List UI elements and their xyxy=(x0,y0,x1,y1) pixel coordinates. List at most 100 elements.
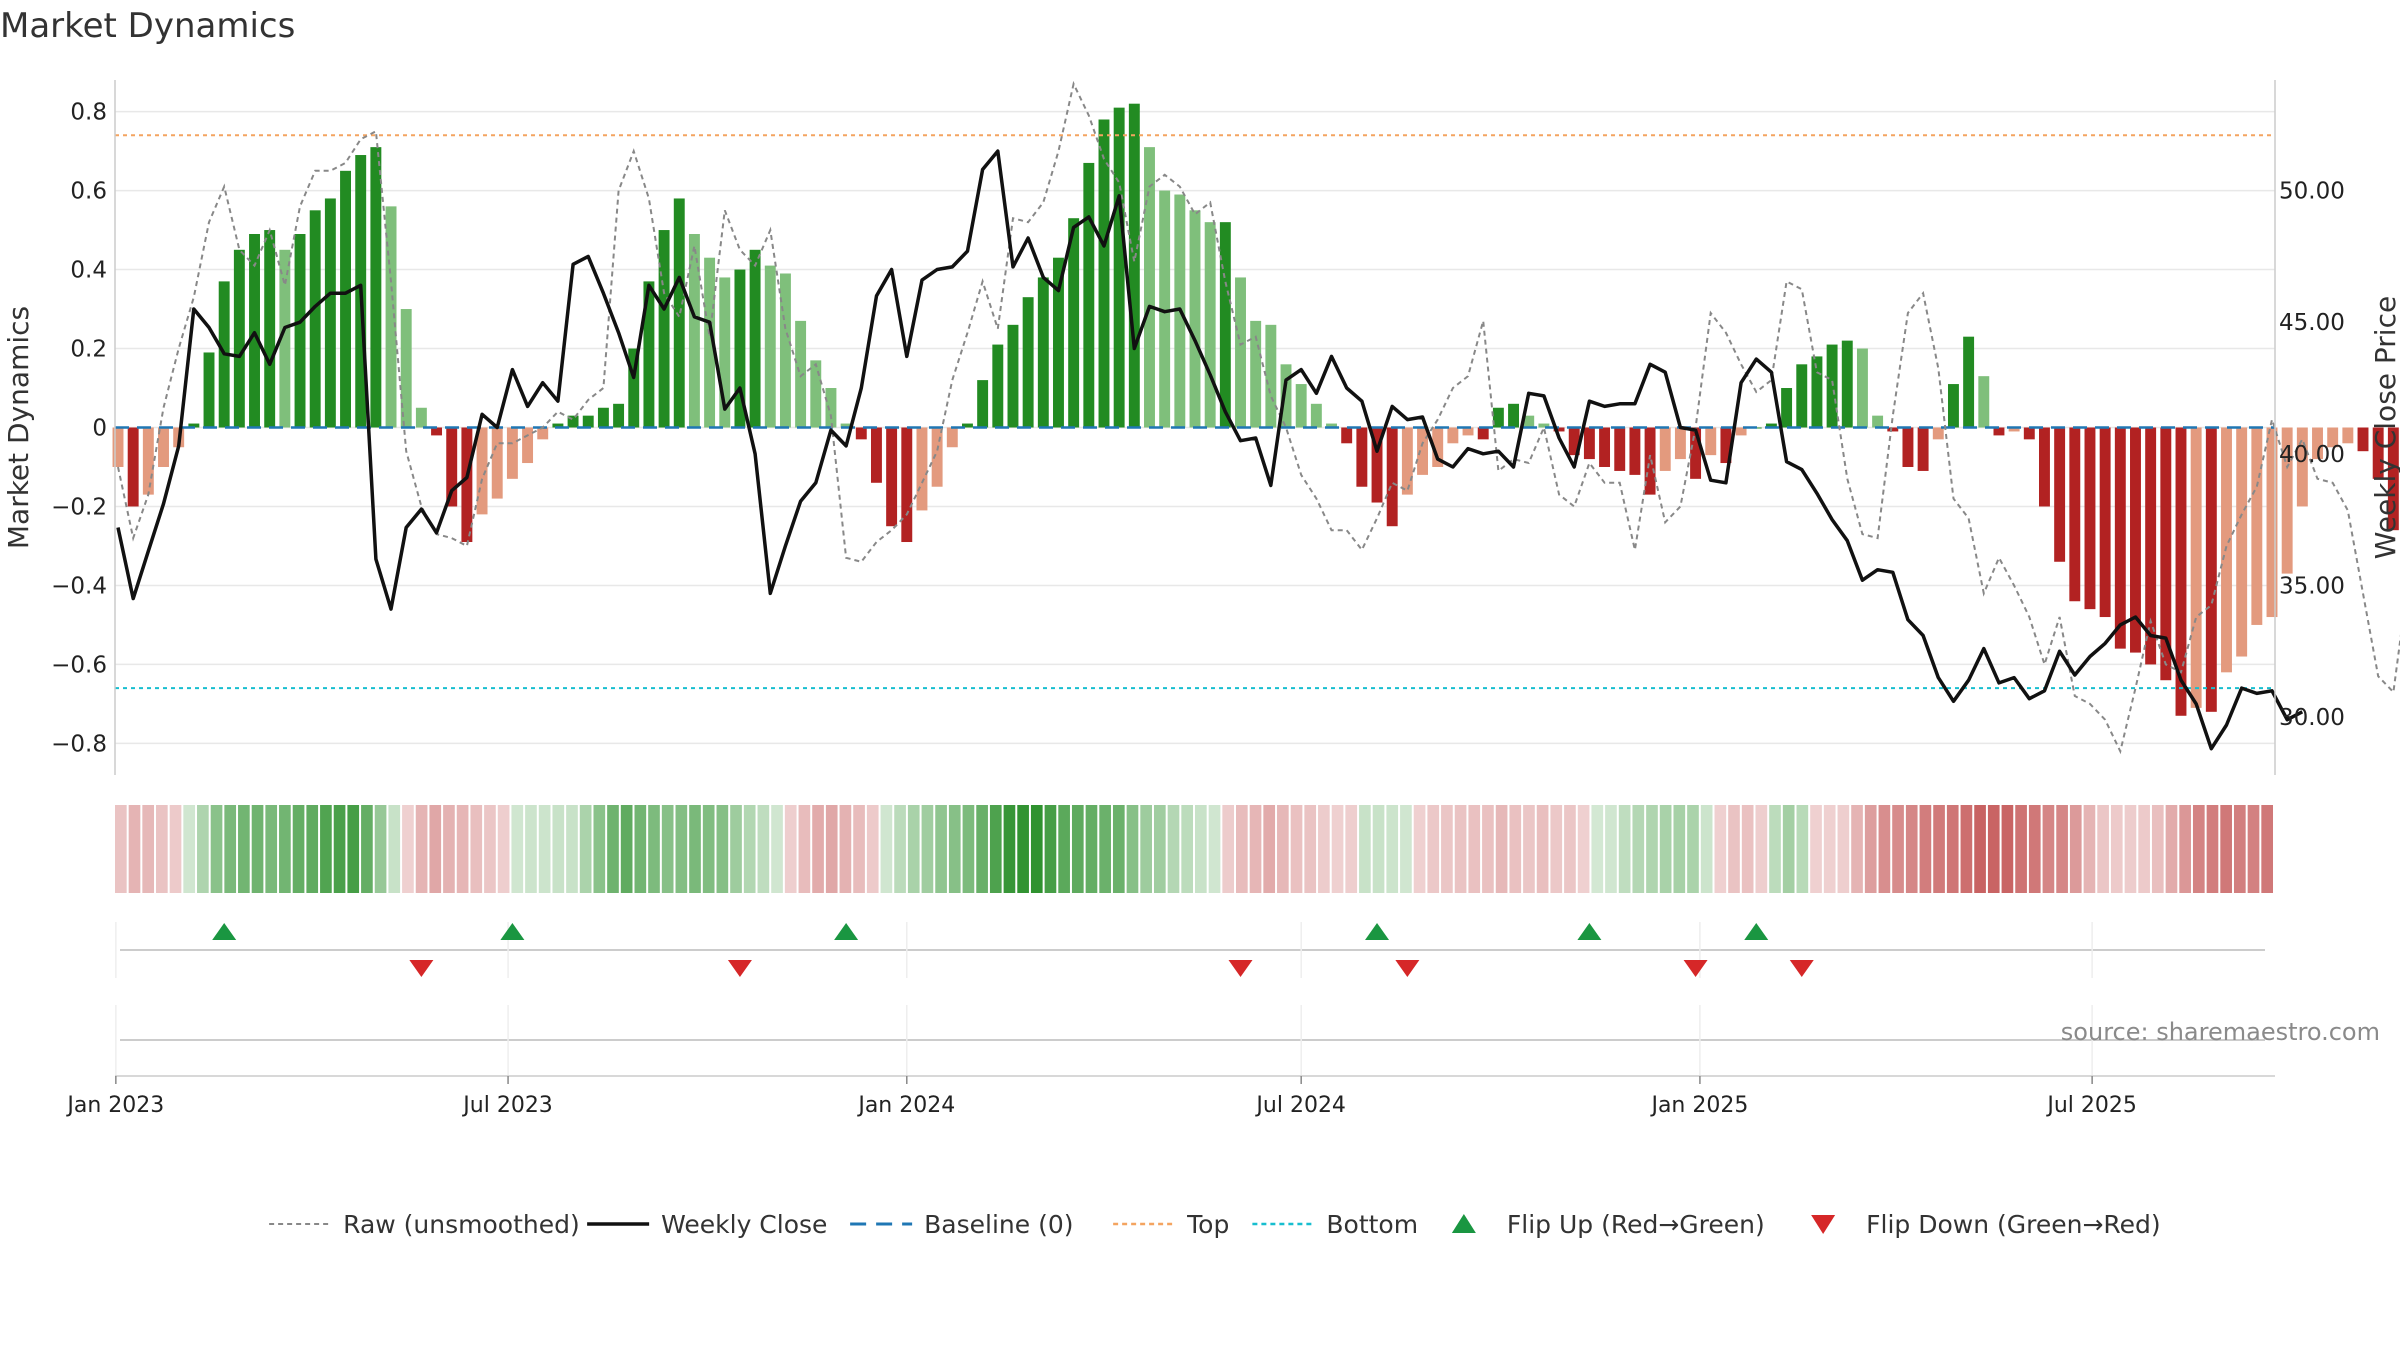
dynamics-bar xyxy=(1781,388,1793,428)
dynamics-bar xyxy=(1037,277,1049,428)
regime-cell xyxy=(1577,805,1590,893)
x-tick-label: Jul 2023 xyxy=(461,1093,553,1118)
regime-cell xyxy=(1509,805,1522,893)
regime-cell xyxy=(1796,805,1809,893)
dynamics-bar xyxy=(233,249,245,428)
regime-cell xyxy=(224,805,237,893)
regime-cell xyxy=(2247,805,2260,893)
dynamics-bar xyxy=(2069,427,2081,602)
regime-cell xyxy=(1591,805,1604,893)
regime-cell xyxy=(2110,805,2123,893)
x-tick-label: Jul 2025 xyxy=(2045,1093,2137,1118)
dynamics-bar xyxy=(870,427,882,483)
legend-label: Weekly Close xyxy=(661,1210,827,1239)
legend-item[interactable]: Weekly Close xyxy=(587,1210,827,1239)
legend-item[interactable]: Flip Up (Red→Green) xyxy=(1451,1210,1765,1239)
dynamics-bar xyxy=(537,427,549,440)
dynamics-bar xyxy=(886,427,898,527)
dynamics-bar xyxy=(1265,324,1277,428)
regime-cell xyxy=(989,805,1002,893)
left-tick-label: −0.6 xyxy=(51,652,107,678)
regime-cell xyxy=(948,805,961,893)
dynamics-bar xyxy=(1659,427,1671,471)
regime-cell xyxy=(1195,805,1207,893)
dynamics-bar xyxy=(2008,427,2020,432)
regime-cell xyxy=(1864,805,1877,893)
dynamics-bar xyxy=(1341,427,1353,444)
dynamics-bar xyxy=(1447,427,1459,444)
regime-cell xyxy=(2069,805,2082,893)
chart-title: Market Dynamics xyxy=(0,6,296,46)
dynamics-bar xyxy=(1796,364,1808,428)
regime-cell xyxy=(361,805,373,893)
legend[interactable]: Raw (unsmoothed) Weekly Close Baseline (0)… xyxy=(269,1210,2161,1239)
dynamics-bar xyxy=(1644,427,1656,495)
dynamics-bar xyxy=(1599,427,1611,467)
regime-cell xyxy=(470,805,483,893)
dynamics-bar xyxy=(2372,427,2384,479)
regime-cell xyxy=(142,805,155,893)
legend-item[interactable]: Flip Down (Green→Red) xyxy=(1811,1210,2161,1239)
dynamics-bar xyxy=(1189,210,1201,428)
dynamics-bar xyxy=(962,423,973,428)
x-tick-label: Jan 2023 xyxy=(65,1093,164,1118)
regime-cell xyxy=(484,805,496,893)
dynamics-bar xyxy=(1614,427,1626,471)
regime-cell xyxy=(2028,805,2041,893)
regime-cell xyxy=(1782,805,1795,893)
regime-cell xyxy=(1564,805,1576,893)
regime-cell xyxy=(306,805,319,893)
regime-cell xyxy=(1290,805,1303,893)
regime-cell xyxy=(1003,805,1016,893)
legend-item[interactable]: Baseline (0) xyxy=(850,1210,1073,1239)
regime-cell xyxy=(402,805,414,893)
right-tick-label: 50.00 xyxy=(2279,179,2345,205)
dynamics-bar xyxy=(1508,403,1520,428)
regime-cell xyxy=(1482,805,1494,893)
regime-cell xyxy=(2083,805,2096,893)
regime-cell xyxy=(1017,805,1029,893)
dynamics-bar xyxy=(1583,427,1595,460)
dynamics-bar xyxy=(491,427,503,499)
regime-cell xyxy=(962,805,975,893)
dynamics-bar xyxy=(1401,427,1413,495)
legend-item[interactable]: Bottom xyxy=(1252,1210,1418,1239)
dynamics-bar xyxy=(2236,427,2248,657)
dynamics-bar xyxy=(370,147,382,428)
empty-panel xyxy=(115,1005,2265,1075)
legend-item[interactable]: Top xyxy=(1113,1210,1229,1239)
regime-cell xyxy=(1085,805,1098,893)
dynamics-bar xyxy=(2281,427,2293,574)
dynamics-bar xyxy=(1128,103,1140,428)
regime-cell xyxy=(1523,805,1535,893)
dynamics-bar xyxy=(461,427,473,543)
regime-cell xyxy=(347,805,360,893)
regime-cell xyxy=(552,805,565,893)
dynamics-bar xyxy=(1417,427,1428,475)
dynamics-bar xyxy=(1386,427,1398,527)
dynamics-bar xyxy=(810,360,822,428)
dynamics-bar xyxy=(1477,427,1489,440)
dynamics-bar xyxy=(1674,427,1686,460)
dynamics-bar xyxy=(1568,427,1580,456)
flip-down-marker xyxy=(1395,960,1420,977)
dynamics-bar xyxy=(2084,427,2096,610)
regime-cell xyxy=(921,805,934,893)
dynamics-bar xyxy=(977,380,989,428)
dynamics-bar xyxy=(522,427,534,464)
dynamics-bar xyxy=(1159,190,1171,428)
dynamics-bar xyxy=(1083,162,1095,428)
dynamics-bar xyxy=(901,427,913,543)
dynamics-bar xyxy=(719,277,731,428)
dynamics-bar xyxy=(446,427,458,507)
dynamics-bar xyxy=(567,415,579,428)
flip-down-marker xyxy=(727,960,752,977)
dynamics-bar xyxy=(1068,218,1080,428)
dynamics-bar xyxy=(1538,423,1550,428)
dynamics-bar xyxy=(1310,403,1322,428)
regime-cell xyxy=(2179,805,2191,893)
dynamics-bar xyxy=(764,265,776,428)
dynamics-bar xyxy=(1917,427,1929,471)
legend-item[interactable]: Raw (unsmoothed) xyxy=(269,1210,580,1239)
dynamics-bar xyxy=(324,198,336,428)
